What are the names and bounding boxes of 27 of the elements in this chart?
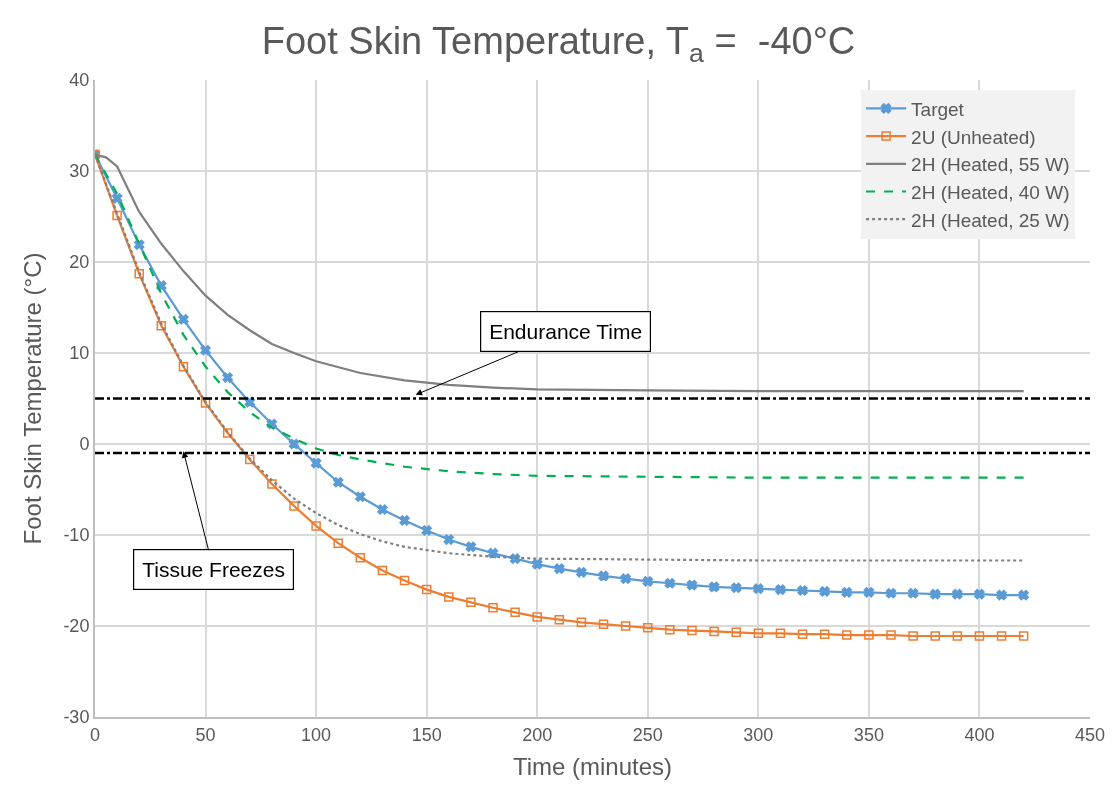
y-tick-label: 10 (69, 343, 90, 364)
x-tick-label: 150 (411, 724, 442, 745)
x-tick-label: 200 (522, 724, 553, 745)
x-tick-label: 450 (1074, 724, 1106, 745)
legend-label: 2H (Heated, 55 W) (911, 154, 1070, 176)
x-tick-label: 100 (301, 724, 332, 745)
chart-title: Foot Skin Temperature, T$_{a}$ = -40°C (261, 20, 856, 69)
legend-label: 2H (Heated, 40 W) (911, 181, 1070, 203)
y-tick-label: -30 (63, 707, 90, 728)
x-tick-label: 300 (743, 724, 774, 745)
y-tick-label: 40 (69, 70, 90, 91)
y-tick-label: 0 (79, 434, 90, 455)
y-axis-title: Foot Skin Temperature (°C) (18, 252, 46, 545)
x-tick-label: 250 (632, 724, 663, 745)
y-tick-label: 20 (69, 252, 90, 273)
x-tick-label: 350 (853, 724, 884, 745)
y-tick-label: -20 (63, 616, 90, 637)
y-tick-label: -10 (63, 525, 90, 546)
x-tick-label: 50 (195, 724, 216, 745)
y-tick-label: 30 (69, 161, 90, 182)
legend-label: 2H (Heated, 25 W) (911, 209, 1070, 231)
legend-label: 2U (Unheated) (911, 126, 1036, 148)
annotation: Tissue Freezes (142, 558, 285, 582)
annotation: Endurance Time (489, 320, 643, 344)
x-tick-label: 400 (964, 724, 995, 745)
legend-label: Target (911, 98, 965, 120)
x-axis-title: Time (minutes) (512, 753, 673, 781)
